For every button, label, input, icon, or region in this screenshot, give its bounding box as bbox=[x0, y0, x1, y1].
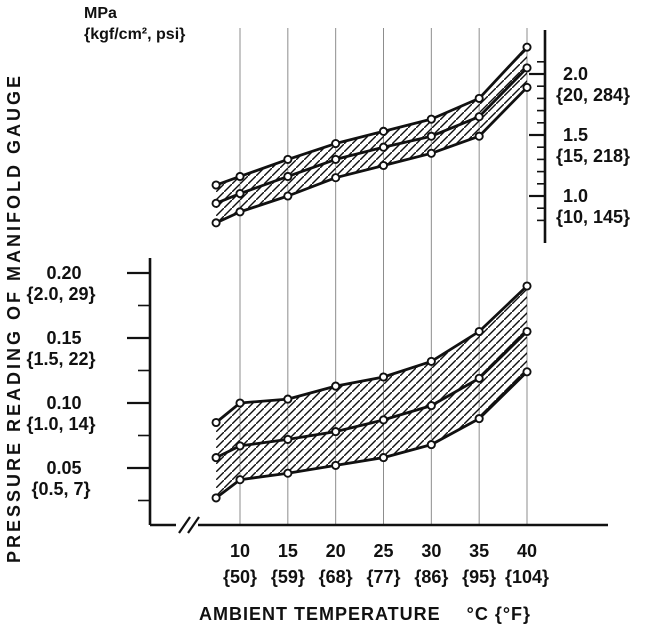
x-axis-tick-label-celsius: 20 bbox=[326, 541, 346, 561]
data-point-marker bbox=[426, 131, 436, 141]
data-point-marker bbox=[283, 468, 293, 478]
data-point-marker bbox=[331, 154, 341, 164]
data-point-marker bbox=[331, 460, 341, 470]
data-point-marker bbox=[211, 218, 221, 228]
axis-break-slash bbox=[178, 516, 191, 534]
data-point-marker bbox=[283, 394, 293, 404]
x-axis-tick-label-celsius: 35 bbox=[469, 541, 489, 561]
x-axis-tick-label-fahrenheit: {68} bbox=[319, 567, 353, 587]
right-axis-tick-sublabel: {15, 218} bbox=[556, 146, 630, 166]
low-pressure-side-lower-limit-line bbox=[214, 370, 529, 500]
pressure-unit-alt: {kgf/cm², psi} bbox=[84, 26, 186, 43]
data-point-marker bbox=[283, 191, 293, 201]
left-axis-tick-label: 0.05 bbox=[46, 458, 81, 478]
high-pressure-side-lower-limit-line bbox=[214, 86, 529, 225]
data-point-marker bbox=[235, 475, 245, 485]
x-axis-tick-label-fahrenheit: {59} bbox=[271, 567, 305, 587]
data-point-marker bbox=[331, 381, 341, 391]
data-point-marker bbox=[378, 142, 389, 152]
data-point-marker bbox=[331, 173, 341, 183]
data-point-marker bbox=[426, 401, 436, 411]
bands-layer bbox=[211, 42, 532, 503]
x-axis-tick-label-celsius: 15 bbox=[278, 541, 298, 561]
right-axis-tick-sublabel: {10, 145} bbox=[556, 207, 630, 227]
data-point-marker bbox=[522, 42, 532, 52]
data-point-marker bbox=[522, 82, 532, 92]
data-point-marker bbox=[522, 281, 532, 291]
data-point-marker bbox=[235, 171, 245, 182]
low-pressure-side-center-line bbox=[214, 330, 529, 460]
data-point-marker bbox=[235, 207, 245, 217]
data-point-marker bbox=[522, 326, 532, 337]
data-point-marker bbox=[474, 326, 484, 337]
data-point-marker bbox=[426, 148, 436, 158]
x-axis-tick-label-celsius: 25 bbox=[373, 541, 393, 561]
high-pressure-side-upper-limit-line bbox=[214, 45, 529, 187]
data-point-marker bbox=[283, 154, 293, 164]
data-point-marker bbox=[211, 198, 221, 208]
high-pressure-side-center-line bbox=[214, 66, 529, 205]
tick-label-layer: 0.05{0.5, 7} 0.10{1.0, 14} 0.15{1.5, 22} 0.… bbox=[26, 64, 630, 587]
data-point-marker bbox=[211, 417, 221, 428]
data-point-marker bbox=[235, 189, 245, 199]
data-point-marker bbox=[283, 434, 293, 444]
data-point-marker bbox=[474, 414, 484, 424]
right-axis-tick-label: 1.5 bbox=[563, 125, 588, 145]
data-point-marker bbox=[474, 373, 484, 383]
data-point-marker bbox=[522, 63, 532, 73]
data-point-marker bbox=[211, 180, 221, 190]
x-axis-title-text: AMBIENT TEMPERATURE bbox=[198, 604, 441, 624]
data-point-marker bbox=[378, 372, 389, 382]
data-point-marker bbox=[426, 440, 436, 450]
x-axis-tick-label-fahrenheit: {77} bbox=[366, 567, 400, 587]
data-point-marker bbox=[378, 126, 389, 136]
low-pressure-side-band bbox=[211, 281, 532, 503]
pressure-unit-label: MPa {kgf/cm², psi} bbox=[84, 3, 185, 45]
data-point-marker bbox=[235, 441, 245, 451]
data-point-marker bbox=[378, 453, 389, 463]
left-axis-tick-label: 0.20 bbox=[46, 263, 81, 283]
x-axis-tick-label-celsius: 40 bbox=[517, 541, 537, 561]
low-pressure-side-upper-limit-line bbox=[214, 284, 529, 424]
right-axis-tick-label: 1.0 bbox=[563, 186, 588, 206]
x-axis-tick-label-fahrenheit: {95} bbox=[462, 567, 496, 587]
data-point-marker bbox=[426, 114, 436, 124]
data-point-marker bbox=[474, 93, 484, 103]
x-axis-tick-label-fahrenheit: {104} bbox=[505, 567, 549, 587]
data-point-marker bbox=[426, 356, 436, 366]
x-axis-tick-label-celsius: 30 bbox=[421, 541, 441, 561]
data-point-marker bbox=[522, 367, 532, 377]
data-point-marker bbox=[211, 493, 221, 503]
data-point-marker bbox=[378, 160, 389, 171]
x-axis-title: AMBIENT TEMPERATURE °C {°F} bbox=[150, 604, 580, 625]
data-point-marker bbox=[331, 427, 341, 437]
data-point-marker bbox=[283, 171, 293, 182]
axis-break-slash bbox=[187, 516, 200, 534]
low-pressure-side-hatched-region bbox=[216, 286, 528, 498]
left-axis-tick-label: 0.10 bbox=[46, 393, 81, 413]
data-point-marker bbox=[235, 398, 245, 408]
left-axis-tick-sublabel: {1.0, 14} bbox=[26, 414, 95, 434]
left-axis-tick-label: 0.15 bbox=[46, 328, 81, 348]
data-point-marker bbox=[378, 415, 389, 425]
data-point-marker bbox=[474, 112, 484, 122]
x-axis-tick-label-celsius: 10 bbox=[230, 541, 250, 561]
pressure-unit-mpa: MPa bbox=[84, 5, 117, 22]
left-axis-tick-sublabel: {1.5, 22} bbox=[26, 349, 95, 369]
x-axis-tick-label-fahrenheit: {50} bbox=[223, 567, 257, 587]
x-axis-unit: °C {°F} bbox=[466, 604, 532, 624]
data-point-marker bbox=[211, 453, 221, 463]
right-axis-tick-sublabel: {20, 284} bbox=[556, 85, 630, 105]
data-point-marker bbox=[474, 131, 484, 141]
right-axis-tick-label: 2.0 bbox=[563, 64, 588, 84]
data-point-marker bbox=[331, 138, 341, 149]
axes-layer bbox=[127, 30, 608, 535]
x-axis-tick-label-fahrenheit: {86} bbox=[414, 567, 448, 587]
left-axis-tick-sublabel: {2.0, 29} bbox=[26, 284, 95, 304]
left-axis-tick-sublabel: {0.5, 7} bbox=[31, 479, 90, 499]
high-pressure-side-band bbox=[211, 42, 532, 228]
